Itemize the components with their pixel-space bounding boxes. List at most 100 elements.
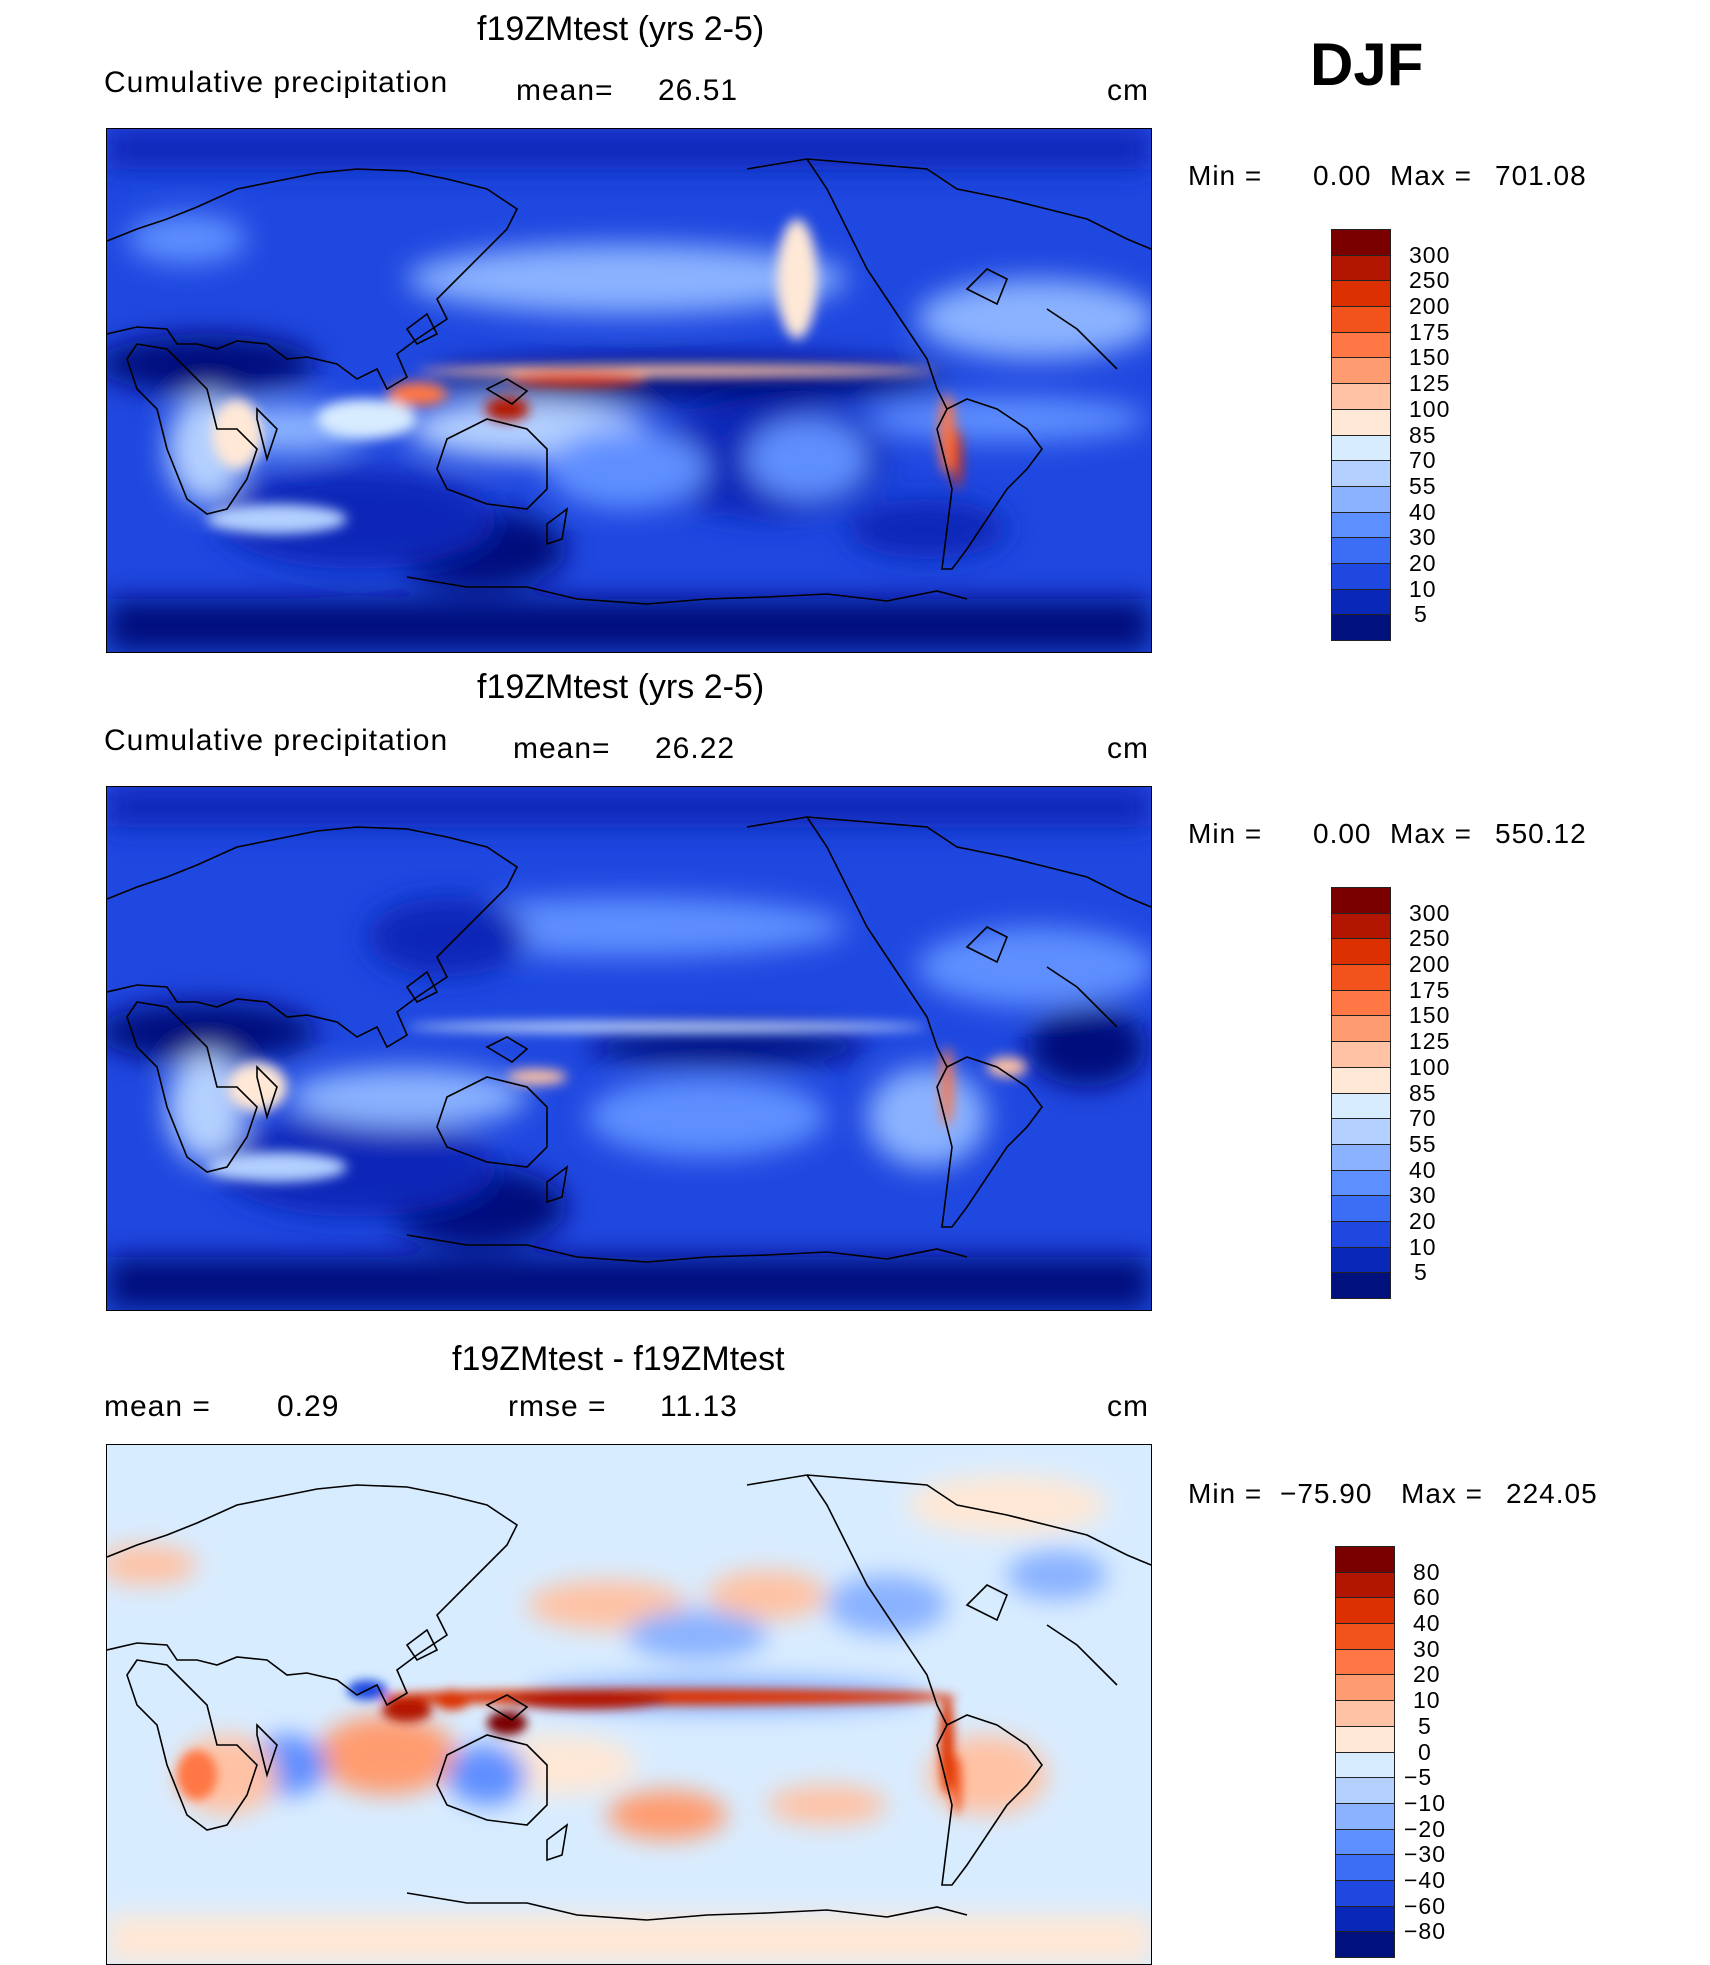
colorbar-swatch [1335, 1725, 1395, 1753]
colorbar-tick-label: 300 [1409, 899, 1451, 926]
panel3-colorbar: 80 60 40 30 20 10 5 0 −5 −10 −20 −30 −40 −60 −80 [1335, 1546, 1495, 1958]
colorbar-swatch [1331, 912, 1391, 940]
colorbar-swatch [1331, 1092, 1391, 1120]
colorbar-tick-label: 20 [1409, 549, 1437, 576]
panel3-rmse-value: 11.13 [660, 1390, 738, 1423]
colorbar-swatch [1331, 408, 1391, 436]
panel2-coastlines [107, 816, 1151, 1263]
colorbar-swatch [1331, 1041, 1391, 1068]
colorbar-swatch [1331, 537, 1391, 564]
colorbar-tick-label: −60 [1404, 1892, 1447, 1919]
colorbar-tick-label: −20 [1404, 1815, 1447, 1842]
panel1-precip-field [107, 129, 1151, 652]
panel2-max-label: Max = [1390, 818, 1473, 849]
panel3-min-value: −75.90 [1280, 1478, 1373, 1509]
colorbar-tick-label: 100 [1409, 1053, 1451, 1080]
colorbar-swatch [1331, 1272, 1391, 1299]
colorbar-tick-label: 30 [1409, 524, 1437, 551]
panel2-min-label: Min = [1188, 818, 1263, 849]
colorbar-swatch [1335, 1802, 1395, 1830]
panel2-title: f19ZMtest (yrs 2-5) [477, 668, 765, 706]
colorbar-tick-label: 70 [1409, 447, 1437, 474]
colorbar-swatch [1335, 1546, 1395, 1573]
colorbar-swatch [1331, 1066, 1391, 1094]
colorbar-swatch [1335, 1931, 1395, 1958]
colorbar-tick-label: 250 [1409, 925, 1451, 952]
colorbar-tick-label: 30 [1409, 1182, 1437, 1209]
colorbar-swatch [1331, 331, 1391, 359]
colorbar-swatch [1331, 562, 1391, 590]
season-label: DJF [1310, 31, 1424, 98]
panel1-map [106, 128, 1152, 653]
panel1-mean-value: 26.51 [658, 74, 739, 107]
colorbar-swatch [1335, 1597, 1395, 1625]
colorbar-swatch [1331, 964, 1391, 991]
panel1-mean-label: mean= [516, 74, 614, 107]
colorbar-tick-label: 60 [1413, 1584, 1441, 1611]
colorbar-swatch [1335, 1828, 1395, 1856]
panel3-mean-label: mean = [104, 1390, 211, 1423]
colorbar-tick-label: 85 [1409, 421, 1437, 448]
colorbar-tick-label: 70 [1409, 1105, 1437, 1132]
colorbar-swatch [1331, 254, 1391, 282]
colorbar-swatch [1331, 614, 1391, 641]
colorbar-swatch [1335, 1751, 1395, 1779]
colorbar-swatch [1331, 1246, 1391, 1274]
colorbar-swatch [1331, 485, 1391, 513]
colorbar-swatch [1335, 1905, 1395, 1933]
colorbar-tick-label: 10 [1409, 575, 1437, 602]
colorbar-tick-label: 30 [1413, 1635, 1441, 1662]
panel3-map [106, 1444, 1152, 1965]
colorbar-swatch [1331, 280, 1391, 308]
panel1-variable-label: Cumulative precipitation [104, 66, 449, 99]
panel3-difference-field [107, 1475, 1151, 1964]
colorbar-swatch [1331, 887, 1391, 914]
panel2-mean-value: 26.22 [655, 732, 736, 765]
colorbar-swatch [1331, 460, 1391, 487]
colorbar-tick-label: 175 [1409, 976, 1451, 1003]
colorbar-tick-label: −5 [1404, 1764, 1433, 1791]
panel1-coastlines [107, 158, 1151, 605]
colorbar-tick-label: −30 [1404, 1841, 1447, 1868]
colorbar-swatch [1331, 383, 1391, 410]
colorbar-swatch [1331, 1169, 1391, 1197]
panel3-coastlines [107, 1474, 1151, 1921]
colorbar-swatch [1331, 588, 1391, 616]
panel1-title: f19ZMtest (yrs 2-5) [477, 10, 765, 48]
panel3-max-label: Max = [1401, 1478, 1484, 1509]
panel2-units: cm [1107, 732, 1149, 765]
colorbar-tick-label: 5 [1418, 1712, 1432, 1739]
colorbar-tick-label: 0 [1418, 1738, 1432, 1765]
colorbar-tick-label: 10 [1413, 1687, 1441, 1714]
colorbar-tick-label: 40 [1409, 1156, 1437, 1183]
colorbar-swatch [1335, 1879, 1395, 1907]
panel2-mean-label: mean= [513, 732, 611, 765]
colorbar-tick-label: 5 [1414, 1259, 1428, 1286]
colorbar-tick-label: 100 [1409, 395, 1451, 422]
panel3-rmse-label: rmse = [508, 1390, 607, 1423]
colorbar-tick-label: 250 [1409, 267, 1451, 294]
panel1-colorbar: 300 250 200 175 150 125 100 85 70 55 40 30 20 10 5 [1331, 229, 1491, 641]
panel3-units: cm [1107, 1390, 1149, 1423]
colorbar-swatch [1331, 938, 1391, 966]
panel1-units: cm [1107, 74, 1149, 107]
panel2-map [106, 786, 1152, 1311]
colorbar-swatch [1335, 1648, 1395, 1676]
colorbar-tick-label: 200 [1409, 293, 1451, 320]
colorbar-swatch [1331, 1220, 1391, 1248]
colorbar-tick-label: 80 [1413, 1558, 1441, 1585]
colorbar-tick-label: 20 [1413, 1661, 1441, 1688]
panel2-min-value: 0.00 [1313, 818, 1372, 849]
panel2-precip-field [107, 787, 1151, 1310]
colorbar-tick-label: 55 [1409, 472, 1437, 499]
colorbar-tick-label: 55 [1409, 1130, 1437, 1157]
colorbar-swatch [1331, 306, 1391, 333]
panel1-max-label: Max = [1390, 160, 1473, 191]
colorbar-swatch [1335, 1623, 1395, 1650]
panel2-variable-label: Cumulative precipitation [104, 724, 449, 757]
panel2-max-value: 550.12 [1495, 818, 1587, 849]
panel1-min-value: 0.00 [1313, 160, 1372, 191]
colorbar-swatch [1331, 1118, 1391, 1145]
colorbar-tick-label: −80 [1404, 1918, 1447, 1945]
panel2-colorbar: 300 250 200 175 150 125 100 85 70 55 40 30 20 10 5 [1331, 887, 1491, 1299]
